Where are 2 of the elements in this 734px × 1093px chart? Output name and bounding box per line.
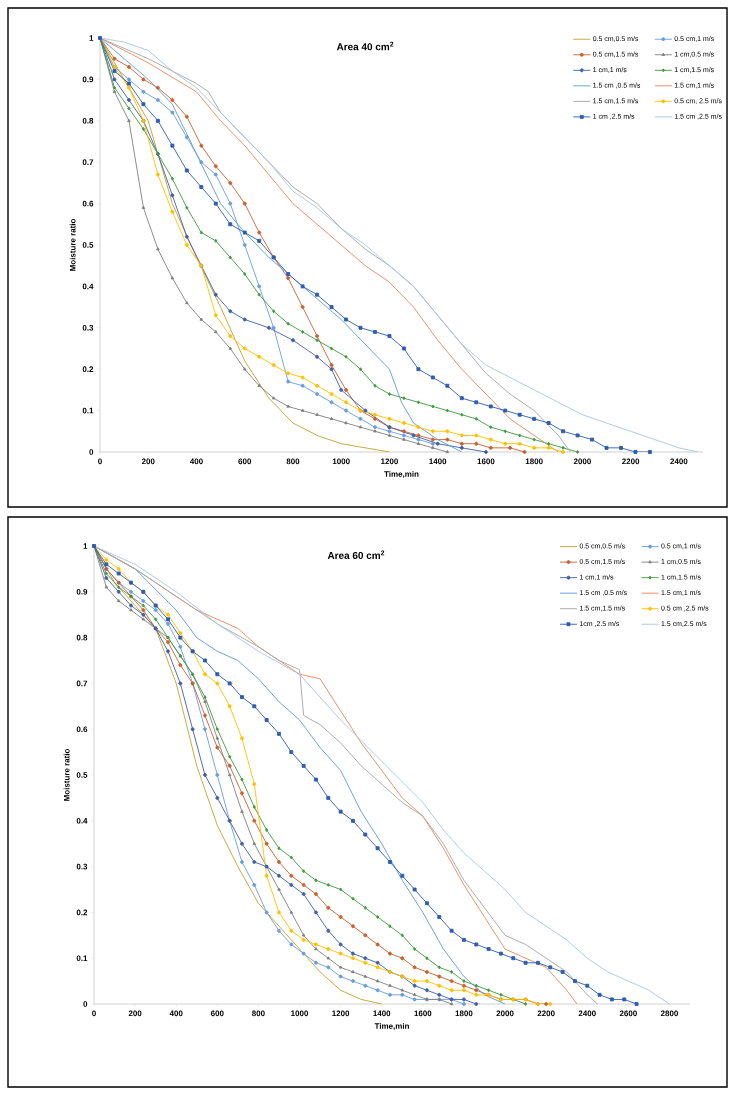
chart-title: Area 40 cm$^{2}$ [336,41,394,51]
chart-title: Area 60 cm$^{2}$ [327,550,385,559]
